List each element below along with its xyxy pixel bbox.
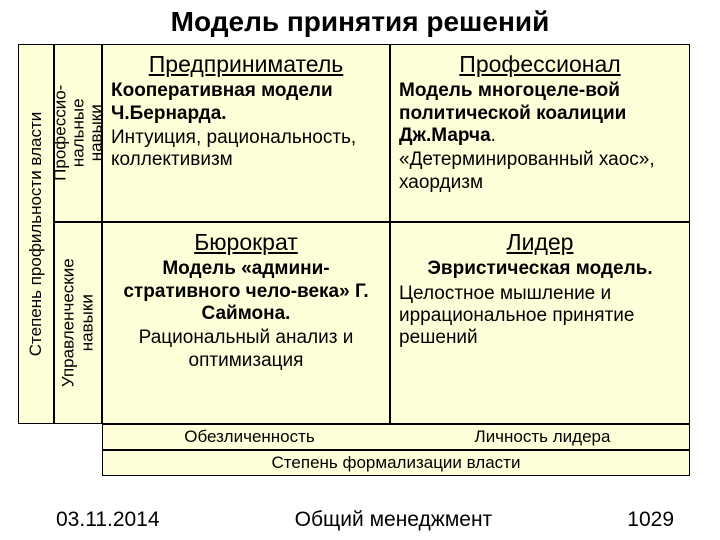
y-axis-outer-label: Степень профильности власти: [18, 44, 54, 424]
q2-model: Модель многоцеле-вой политической коалиц…: [399, 80, 681, 147]
page-title: Модель принятия решений: [0, 0, 720, 42]
x-axis-outer-label: Степень формализации власти: [102, 450, 690, 476]
q2-model-bold: Модель многоцеле-вой политической коалиц…: [399, 80, 626, 146]
q1-model: Кооперативная модели Ч.Бернарда.: [111, 80, 381, 125]
q3-desc: Рациональный анализ и оптимизация: [111, 327, 381, 372]
q1-desc: Интуиция, рациональность, коллективизм: [111, 127, 381, 172]
y-axis-category-bottom: Управленческие навыки: [54, 222, 102, 424]
x-axis-categories: Обезличенность Личность лидера: [102, 424, 690, 450]
footer-course: Общий менеджмент: [295, 508, 493, 532]
footer-page: 1029: [627, 508, 674, 532]
q3-model: Модель «админи-стративного чело-века» Г.…: [111, 258, 381, 325]
decision-matrix: Степень профильности власти Профессио-на…: [18, 44, 702, 474]
y-axis-outer-text: Степень профильности власти: [26, 112, 46, 356]
q4-role: Лидер: [399, 229, 681, 256]
q2-desc: «Детерминированный хаос», хаордизм: [399, 149, 681, 194]
y-axis-category-top: Профессио-нальные навыки: [54, 44, 102, 222]
q3-role: Бюрократ: [111, 229, 381, 256]
quadrant-leader: Лидер Эвристическая модель. Целостное мы…: [390, 222, 690, 424]
q4-model: Эвристическая модель.: [399, 258, 681, 280]
quadrant-bureaucrat: Бюрократ Модель «админи-стративного чело…: [102, 222, 390, 424]
slide-footer: 03.11.2014 Общий менеджмент 1029: [0, 508, 720, 532]
q2-role: Профессионал: [399, 51, 681, 78]
q2-model-tail: .: [491, 125, 496, 146]
q1-role: Предприниматель: [111, 51, 381, 78]
q4-desc: Целостное мышление и иррациональное прин…: [399, 283, 681, 350]
y-axis-bot-text: Управленческие навыки: [59, 259, 96, 388]
footer-date: 03.11.2014: [56, 508, 160, 532]
x-axis-left-text: Обезличенность: [103, 425, 396, 449]
quadrant-entrepreneur: Предприниматель Кооперативная модели Ч.Б…: [102, 44, 390, 222]
x-axis-right-text: Личность лидера: [396, 425, 689, 449]
quadrant-professional: Профессионал Модель многоцеле-вой полити…: [390, 44, 690, 222]
y-axis-top-text: Профессио-нальные навыки: [51, 85, 105, 181]
